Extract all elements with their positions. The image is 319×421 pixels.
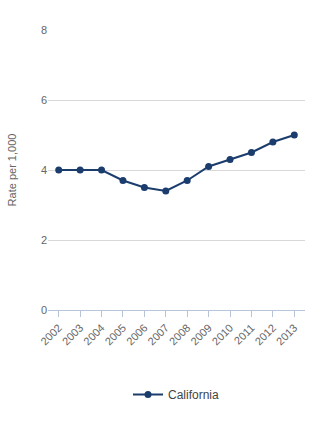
svg-text:2005: 2005: [102, 322, 128, 348]
svg-text:2002: 2002: [38, 322, 64, 348]
svg-text:2006: 2006: [124, 322, 150, 348]
svg-text:California: California: [168, 388, 219, 402]
svg-text:Rate per 1,000: Rate per 1,000: [6, 134, 18, 207]
svg-text:2013: 2013: [274, 322, 300, 348]
svg-text:2003: 2003: [60, 322, 86, 348]
svg-text:6: 6: [41, 94, 47, 106]
svg-text:2009: 2009: [188, 322, 214, 348]
svg-text:2010: 2010: [210, 322, 236, 348]
svg-text:2004: 2004: [81, 322, 107, 348]
svg-text:2012: 2012: [252, 322, 278, 348]
svg-text:2008: 2008: [167, 322, 193, 348]
svg-text:2: 2: [41, 234, 47, 246]
svg-text:2011: 2011: [232, 322, 257, 347]
svg-text:8: 8: [41, 24, 47, 36]
svg-text:4: 4: [41, 164, 47, 176]
svg-text:0: 0: [41, 304, 47, 316]
svg-text:2007: 2007: [145, 322, 171, 348]
